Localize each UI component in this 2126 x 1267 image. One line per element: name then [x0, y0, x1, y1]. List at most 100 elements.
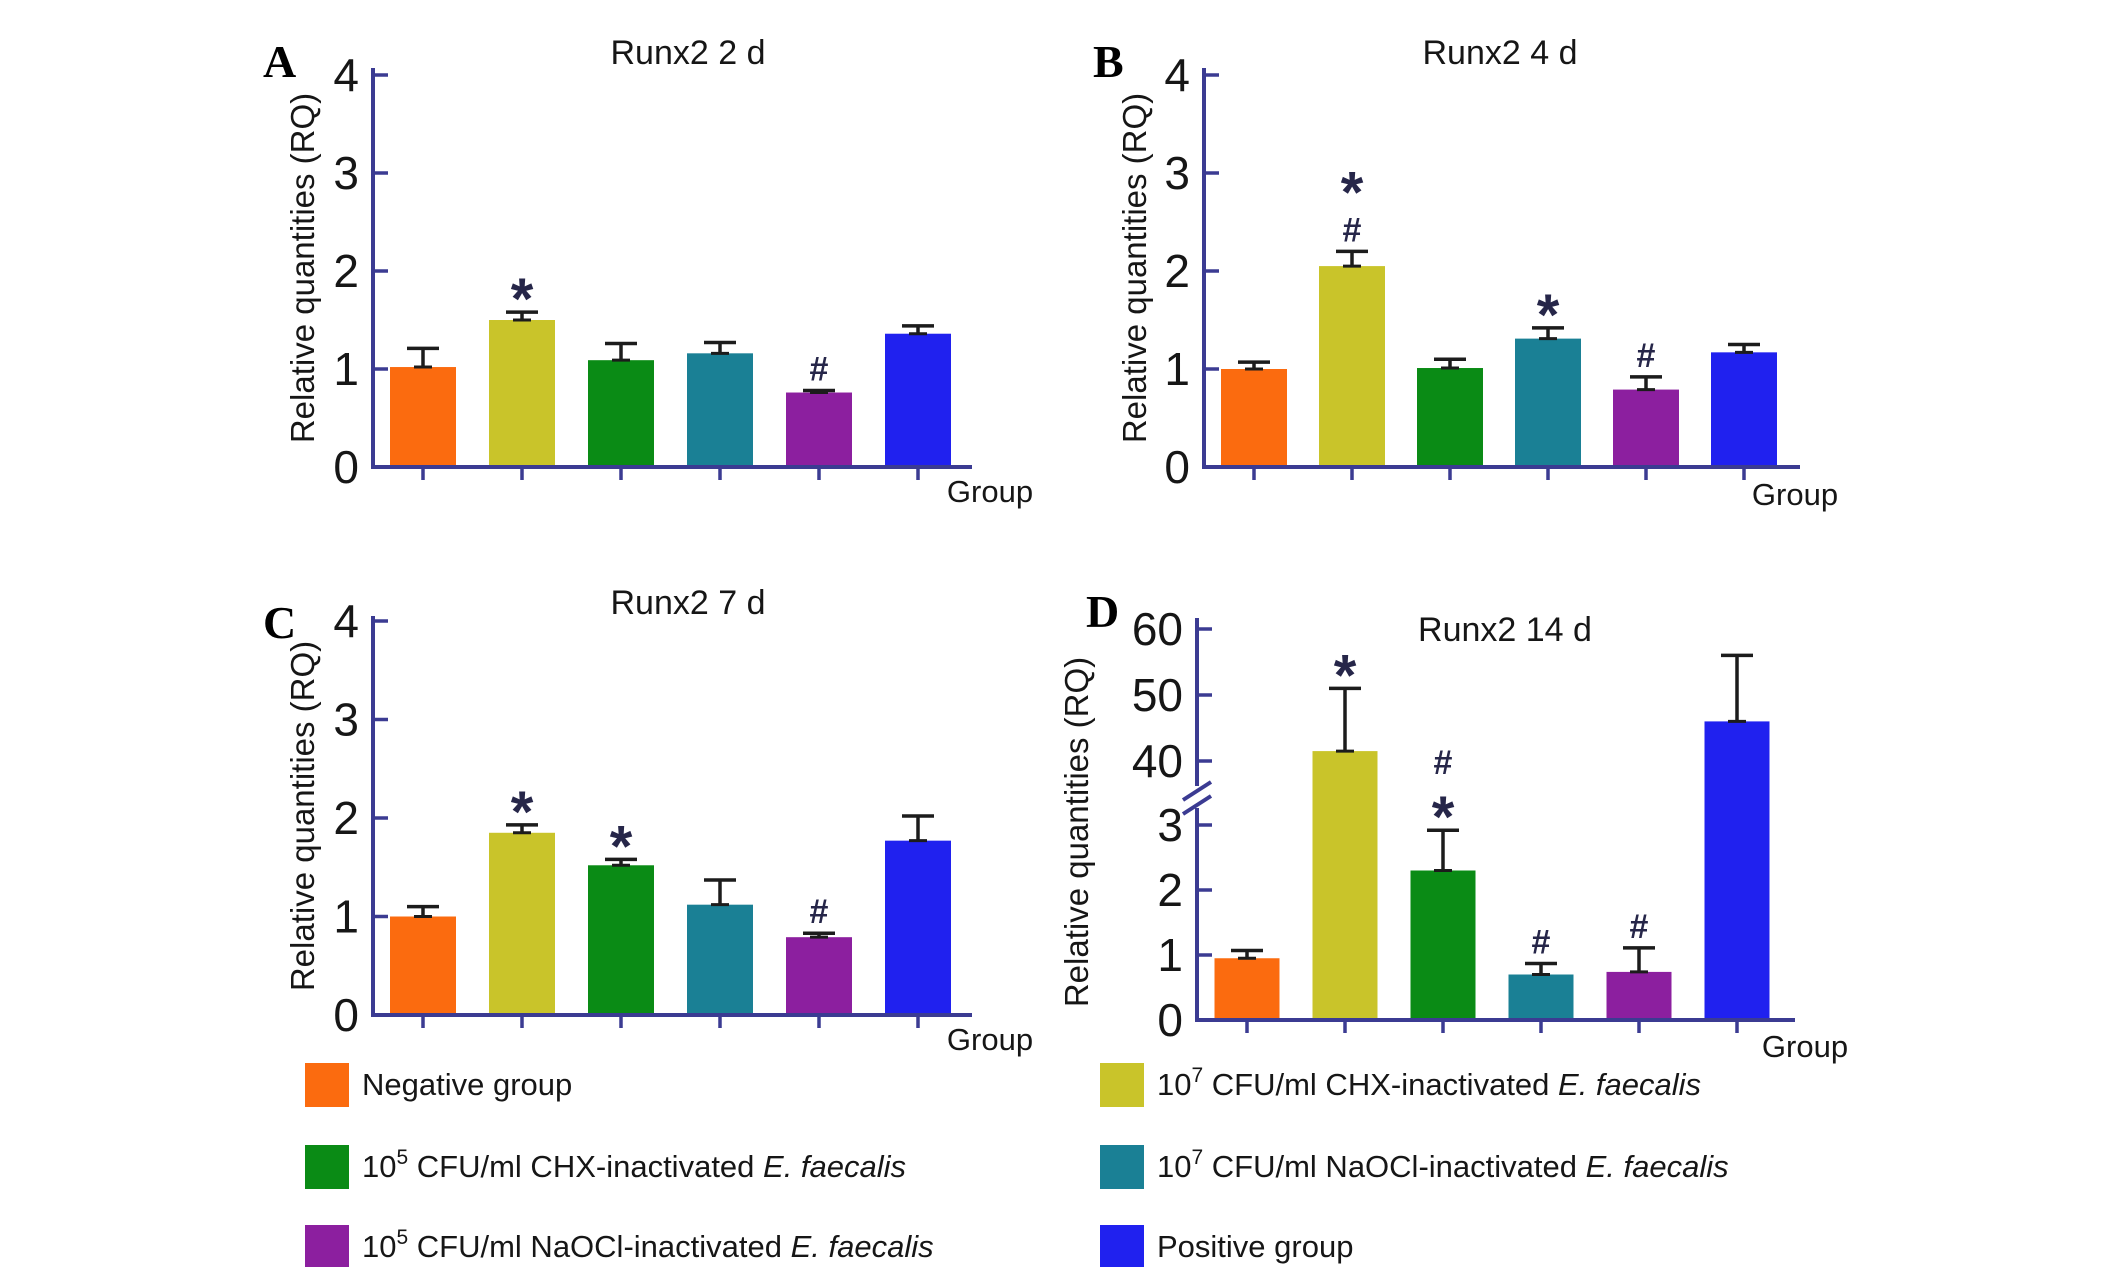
- legend-label: 105 CFU/ml CHX-inactivated E. faecalis: [362, 1146, 906, 1184]
- legend-label-base: 10: [1157, 1067, 1191, 1102]
- legend-swatch: [1100, 1145, 1144, 1189]
- y-tick-label: 2: [333, 792, 359, 844]
- x-axis-label: Group: [1762, 1029, 1848, 1064]
- chart-title: Runx2 14 d: [1418, 611, 1592, 649]
- significance-hash: #: [1343, 211, 1362, 249]
- bar: [786, 937, 852, 1015]
- y-tick-label: 3: [1157, 799, 1183, 851]
- legend-item: 105 CFU/ml CHX-inactivated E. faecalis: [305, 1145, 906, 1189]
- legend-label-superscript: 5: [396, 1226, 408, 1249]
- bar: [1711, 352, 1777, 467]
- bar: [1515, 338, 1581, 467]
- bar: [1312, 751, 1378, 1020]
- y-tick-label: 0: [333, 441, 359, 493]
- y-tick-label: 4: [333, 49, 359, 101]
- legend-label-superscript: 7: [1191, 1064, 1203, 1087]
- bar: [1221, 369, 1287, 467]
- bar: [390, 916, 456, 1015]
- legend-label-base: 10: [362, 1229, 396, 1264]
- bar: [588, 865, 654, 1015]
- y-tick-label: 1: [1157, 929, 1183, 981]
- y-tick-label: 1: [1164, 343, 1190, 395]
- axis-break-slash: [1181, 780, 1213, 802]
- legend-label-base: 10: [362, 1149, 396, 1184]
- panel-letter: C: [263, 597, 296, 648]
- bar: [1606, 971, 1672, 1020]
- panel-letter: D: [1086, 586, 1119, 637]
- bar: [1704, 721, 1770, 1020]
- legend-label-base: Positive group: [1157, 1229, 1353, 1264]
- y-tick-label: 3: [333, 147, 359, 199]
- y-tick-label: 40: [1132, 735, 1183, 787]
- legend-label-rest: CFU/ml NaOCl-inactivated: [408, 1229, 790, 1264]
- legend-item: 105 CFU/ml NaOCl-inactivated E. faecalis: [305, 1225, 934, 1267]
- panel-letter: B: [1093, 36, 1124, 87]
- legend-swatch: [305, 1063, 349, 1107]
- bar: [687, 904, 753, 1015]
- legend-label-species-italic: E. faecalis: [791, 1229, 934, 1264]
- significance-hash: #: [810, 351, 829, 389]
- y-tick-label: 60: [1132, 603, 1183, 655]
- significance-hash: #: [1532, 923, 1551, 961]
- significance-asterisk: *: [511, 267, 534, 332]
- significance-asterisk: *: [511, 780, 534, 845]
- chart-title: Runx2 2 d: [611, 34, 766, 72]
- legend-item: Negative group: [305, 1063, 572, 1107]
- significance-asterisk: *: [1341, 160, 1364, 225]
- x-axis-label: Group: [947, 1022, 1033, 1057]
- panel-A: * #0 1 2 3 4A Runx2 2 d Relative quantities (RQ…: [263, 34, 1033, 509]
- y-tick-label: 2: [1157, 864, 1183, 916]
- significance-hash: #: [1637, 337, 1656, 375]
- bar: [1613, 389, 1679, 467]
- chart-title: Runx2 7 d: [611, 584, 766, 622]
- legend-label-rest: CFU/ml NaOCl-inactivated: [1203, 1149, 1585, 1184]
- significance-hash: #: [810, 893, 829, 931]
- y-tick-label: 3: [333, 694, 359, 746]
- legend-label-base: 10: [1157, 1149, 1191, 1184]
- y-axis-label: Relative quantities (RQ): [1116, 93, 1153, 443]
- legend-label-rest: CFU/ml CHX-inactivated: [408, 1149, 763, 1184]
- x-axis-label: Group: [947, 474, 1033, 509]
- legend-label: 105 CFU/ml NaOCl-inactivated E. faecalis: [362, 1226, 934, 1264]
- legend-label-species-italic: E. faecalis: [763, 1149, 906, 1184]
- y-axis-label: Relative quantities (RQ): [1058, 657, 1095, 1007]
- panel-letter: A: [263, 36, 296, 87]
- y-tick-label: 2: [1164, 245, 1190, 297]
- bar: [885, 333, 951, 467]
- bar: [885, 840, 951, 1015]
- legend-label-superscript: 7: [1191, 1146, 1203, 1169]
- legend-swatch: [305, 1225, 349, 1267]
- legend-label: Negative group: [362, 1067, 572, 1102]
- legend-label-base: Negative group: [362, 1067, 572, 1102]
- legend-swatch: [1100, 1063, 1144, 1107]
- bar: [489, 832, 555, 1015]
- legend-label-rest: CFU/ml CHX-inactivated: [1203, 1067, 1558, 1102]
- bar: [687, 353, 753, 467]
- y-tick-label: 1: [333, 891, 359, 943]
- legend-label-species-italic: E. faecalis: [1558, 1067, 1701, 1102]
- legend-swatch: [1100, 1225, 1144, 1267]
- y-tick-label: 50: [1132, 669, 1183, 721]
- bar: [588, 360, 654, 467]
- legend-label-superscript: 5: [396, 1146, 408, 1169]
- y-axis-label: Relative quantities (RQ): [284, 93, 321, 443]
- significance-hash: #: [1630, 908, 1649, 946]
- significance-asterisk: *: [1537, 283, 1560, 348]
- y-tick-label: 3: [1164, 147, 1190, 199]
- y-tick-label: 0: [1164, 441, 1190, 493]
- x-axis-label: Group: [1752, 477, 1838, 512]
- legend-swatch: [305, 1145, 349, 1189]
- bar: [1214, 958, 1280, 1020]
- significance-asterisk: *: [1432, 785, 1455, 850]
- legend-item: Positive group: [1100, 1225, 1353, 1267]
- legend-label: 107 CFU/ml CHX-inactivated E. faecalis: [1157, 1064, 1701, 1102]
- bar: [1508, 974, 1574, 1020]
- bar: [489, 320, 555, 467]
- bar: [1319, 266, 1385, 467]
- y-tick-label: 0: [333, 989, 359, 1041]
- y-tick-label: 0: [1157, 994, 1183, 1046]
- y-tick-label: 2: [333, 245, 359, 297]
